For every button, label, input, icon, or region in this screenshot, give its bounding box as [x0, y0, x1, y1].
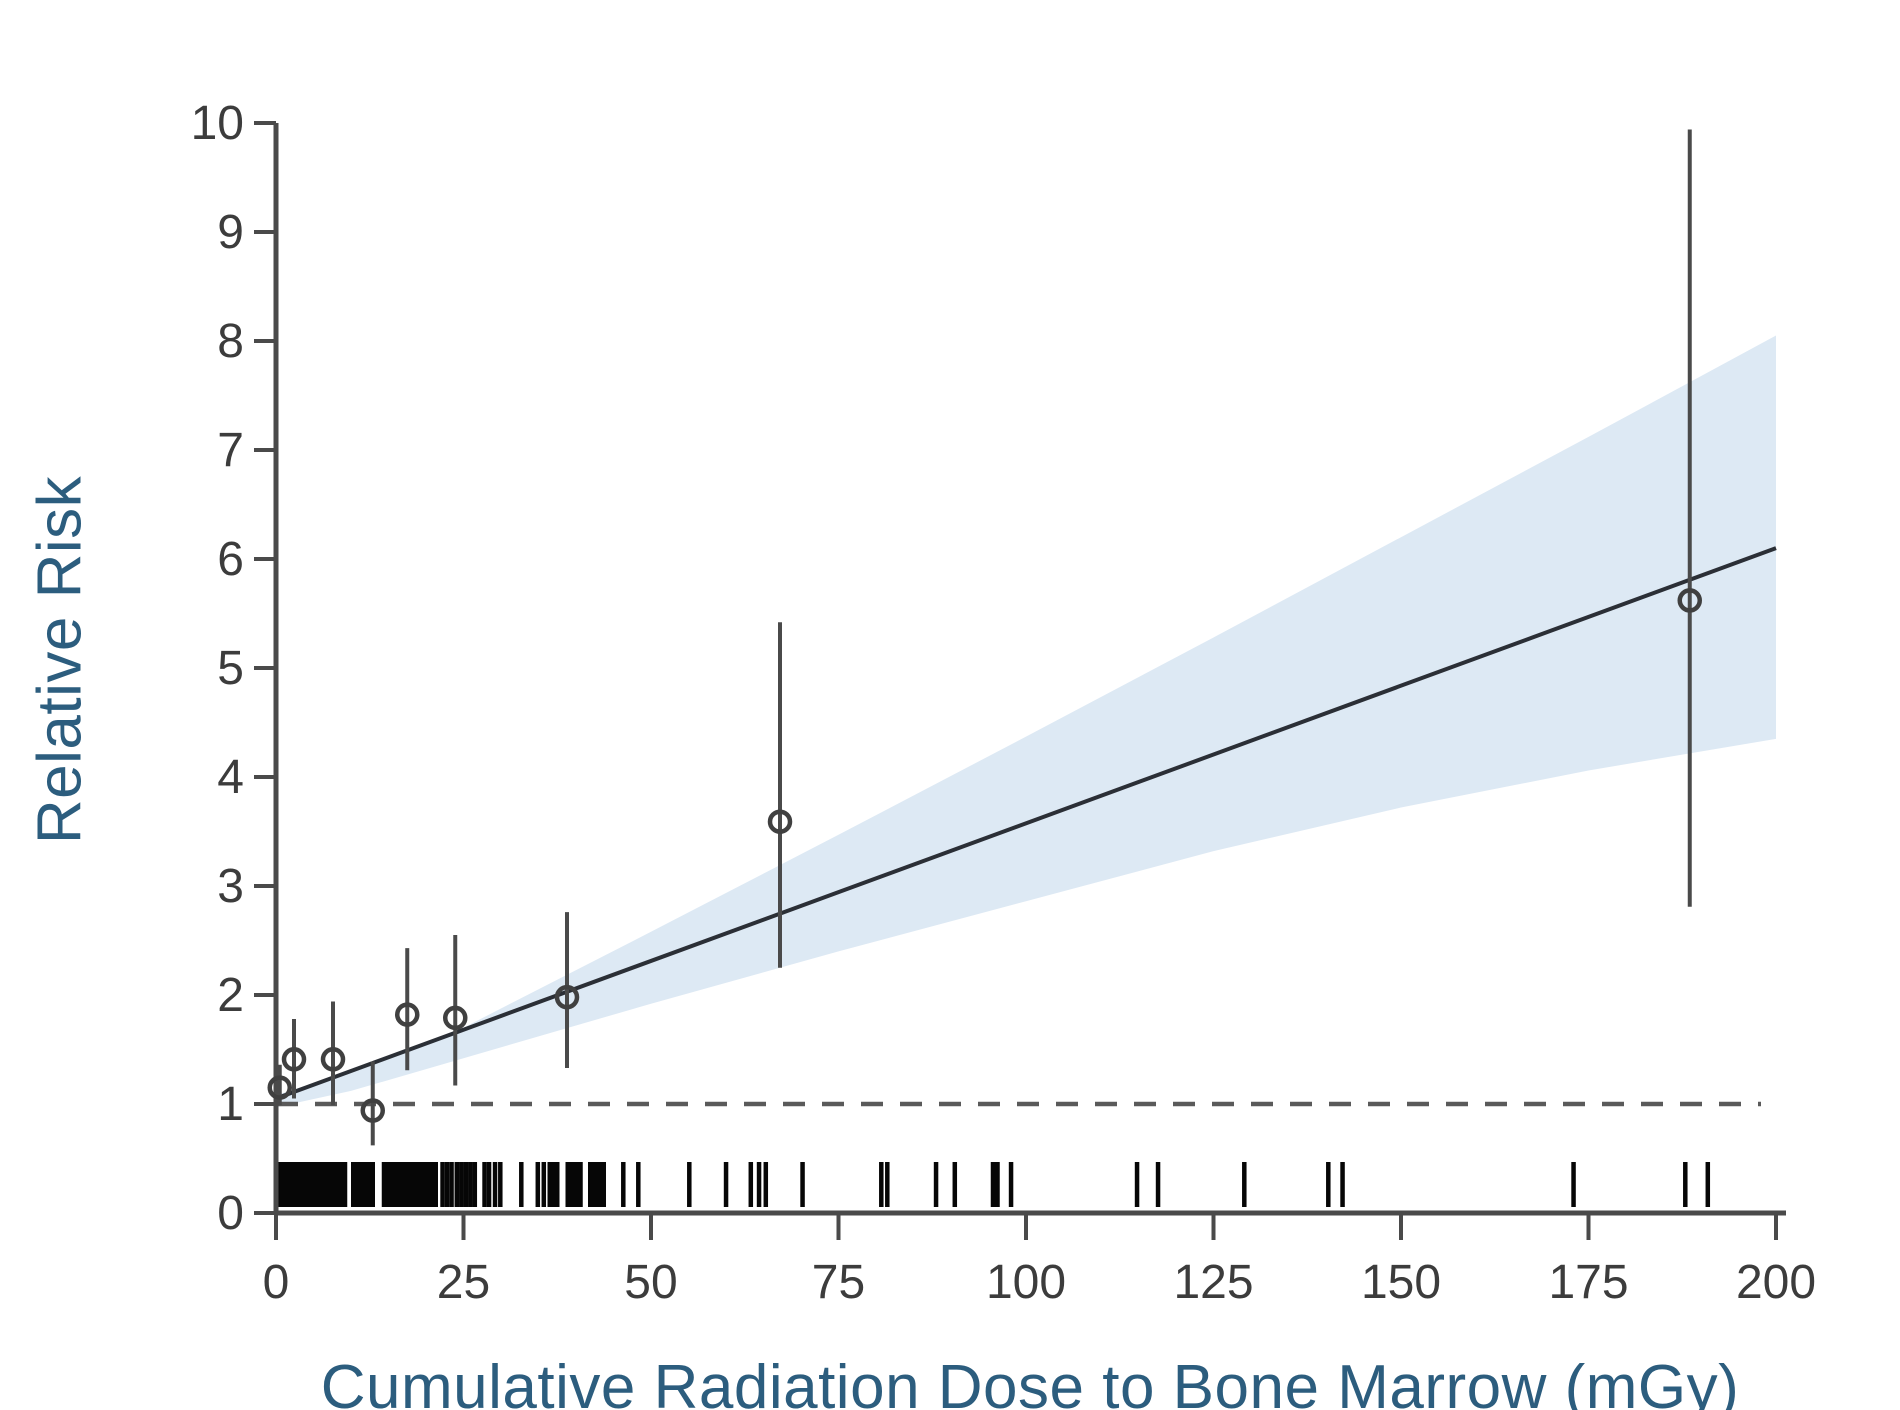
point-marker [320, 1047, 346, 1072]
data-point [554, 912, 580, 1069]
rug-mark [492, 1162, 498, 1207]
point-marker [267, 1075, 292, 1100]
rug-mark [486, 1162, 492, 1207]
rug-mark [1683, 1162, 1688, 1207]
rug-mark [1242, 1162, 1247, 1207]
rug-mark [763, 1162, 769, 1207]
point-marker [360, 1098, 385, 1123]
x-axis-ticks: 0 25 50 75 100 125 150 175 200 [263, 1213, 1816, 1309]
rug-mark [952, 1162, 958, 1207]
y-tick-label: 0 [217, 1187, 244, 1240]
y-tick-label: 4 [217, 751, 244, 804]
y-axis-title: Relative Risk [25, 475, 95, 845]
rug-block [565, 1162, 583, 1207]
data-point [443, 935, 468, 1086]
rug-mark [463, 1162, 469, 1207]
rug-mark [519, 1162, 524, 1207]
y-tick-label: 10 [191, 97, 244, 150]
rug-mark [748, 1162, 754, 1207]
x-tick-label: 150 [1361, 1256, 1441, 1309]
y-tick-label: 1 [217, 1078, 244, 1131]
rug-mark [535, 1162, 541, 1207]
x-tick-label: 125 [1173, 1256, 1253, 1309]
y-tick-label: 7 [217, 424, 244, 477]
y-tick-label: 2 [217, 969, 244, 1022]
data-point [320, 1001, 346, 1106]
y-tick-label: 3 [217, 860, 244, 913]
x-tick-label: 25 [437, 1256, 490, 1309]
rug-mark [444, 1162, 450, 1207]
rug-mark [472, 1162, 478, 1207]
x-tick-label: 50 [624, 1256, 677, 1309]
rug-mark [1326, 1162, 1331, 1207]
rug-mark [885, 1162, 890, 1207]
data-point [360, 1061, 385, 1146]
rug-block [351, 1162, 375, 1207]
rug-mark [1008, 1162, 1014, 1207]
y-tick-label: 6 [217, 533, 244, 586]
point-marker [281, 1047, 307, 1072]
data-point [767, 622, 793, 968]
rug-mark [468, 1162, 473, 1207]
y-tick-label: 8 [217, 315, 244, 368]
rug-mark [1340, 1162, 1345, 1207]
data-point [281, 1018, 307, 1099]
rug-mark [723, 1162, 729, 1207]
y-axis-ticks: 0 1 2 3 4 5 6 7 8 9 10 [191, 97, 276, 1240]
rug-mark [933, 1162, 939, 1207]
rug-block [381, 1162, 438, 1207]
rug-block [276, 1162, 348, 1207]
rug-block [547, 1162, 560, 1207]
rug-mark [1134, 1162, 1140, 1207]
data-point [395, 948, 420, 1071]
confidence-band-area [276, 335, 1776, 1108]
confidence-band [276, 335, 1776, 1108]
data-point [267, 1064, 292, 1106]
x-tick-label: 175 [1548, 1256, 1628, 1309]
rug-mark [498, 1162, 503, 1207]
rug-mark [1155, 1162, 1161, 1207]
rug-mark [636, 1162, 641, 1207]
point-marker [395, 1002, 420, 1027]
data-points [267, 129, 1702, 1146]
rug-mark [800, 1162, 805, 1207]
rug-block [588, 1162, 606, 1207]
rug-mark [440, 1162, 445, 1207]
point-marker [443, 1005, 468, 1031]
rug-mark [482, 1162, 487, 1207]
rug-plot [276, 1162, 1711, 1207]
fit-line [275, 546, 1777, 1101]
x-tick-label: 75 [812, 1256, 865, 1309]
rug-mark [621, 1162, 626, 1207]
x-tick-label: 0 [263, 1256, 290, 1309]
point-marker [1677, 588, 1702, 613]
rug-mark [459, 1162, 464, 1207]
data-point [1677, 129, 1702, 907]
fit-line-path [275, 546, 1777, 1101]
rug-mark [687, 1162, 692, 1207]
rug-block [990, 1162, 1000, 1207]
rug-mark [1571, 1162, 1576, 1207]
rug-mark [449, 1162, 454, 1207]
rug-mark [756, 1162, 762, 1207]
point-marker [554, 984, 580, 1010]
x-axis-title: Cumulative Radiation Dose to Bone Marrow… [320, 1353, 1740, 1410]
rug-mark [541, 1162, 547, 1207]
x-tick-label: 200 [1736, 1256, 1816, 1309]
rug-mark [454, 1162, 460, 1207]
rug-mark [1705, 1162, 1711, 1207]
point-marker [767, 809, 793, 834]
y-tick-label: 9 [217, 206, 244, 259]
y-tick-label: 5 [217, 642, 244, 695]
x-tick-label: 100 [986, 1256, 1066, 1309]
rug-mark [879, 1162, 884, 1207]
